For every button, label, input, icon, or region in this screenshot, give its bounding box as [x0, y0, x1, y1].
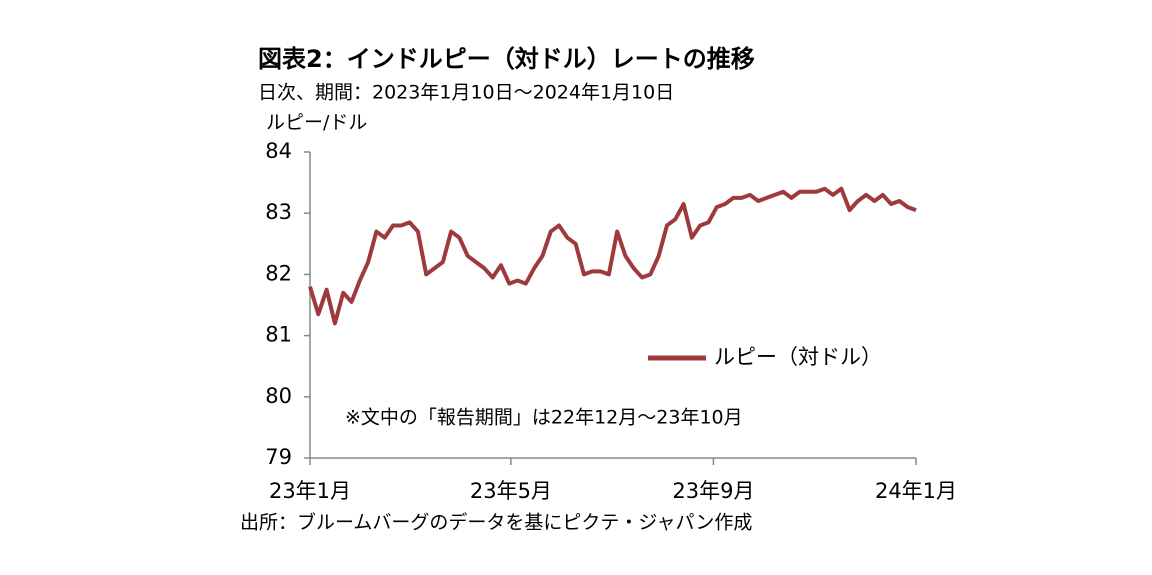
series-line — [308, 186, 917, 326]
annotation: ※文中の「報告期間」は22年12月～23年10月 — [345, 407, 743, 429]
x-tick-label: 24年1月 — [875, 479, 957, 503]
y-tick-label: 82 — [265, 261, 292, 285]
y-tick-label: 83 — [265, 200, 292, 224]
chart-title: 図表2：インドルピー（対ドル）レートの推移 — [258, 45, 755, 73]
x-tick-label: 23年1月 — [269, 479, 351, 503]
legend-label: ルピー（対ドル） — [714, 345, 882, 369]
y-axis-label: ルピー/ドル — [266, 112, 367, 134]
y-tick-label: 84 — [265, 139, 292, 163]
y-tick-label: 79 — [265, 445, 292, 469]
x-tick-label: 23年5月 — [470, 479, 552, 503]
y-tick-label: 81 — [265, 323, 292, 347]
x-tick-label: 23年9月 — [672, 479, 754, 503]
source: 出所：ブルームバーグのデータを基にピクテ・ジャパン作成 — [240, 511, 752, 534]
y-tick-label: 80 — [265, 384, 292, 408]
subtitle: 日次、期間：2023年1月10日～2024年1月10日 — [258, 82, 674, 104]
